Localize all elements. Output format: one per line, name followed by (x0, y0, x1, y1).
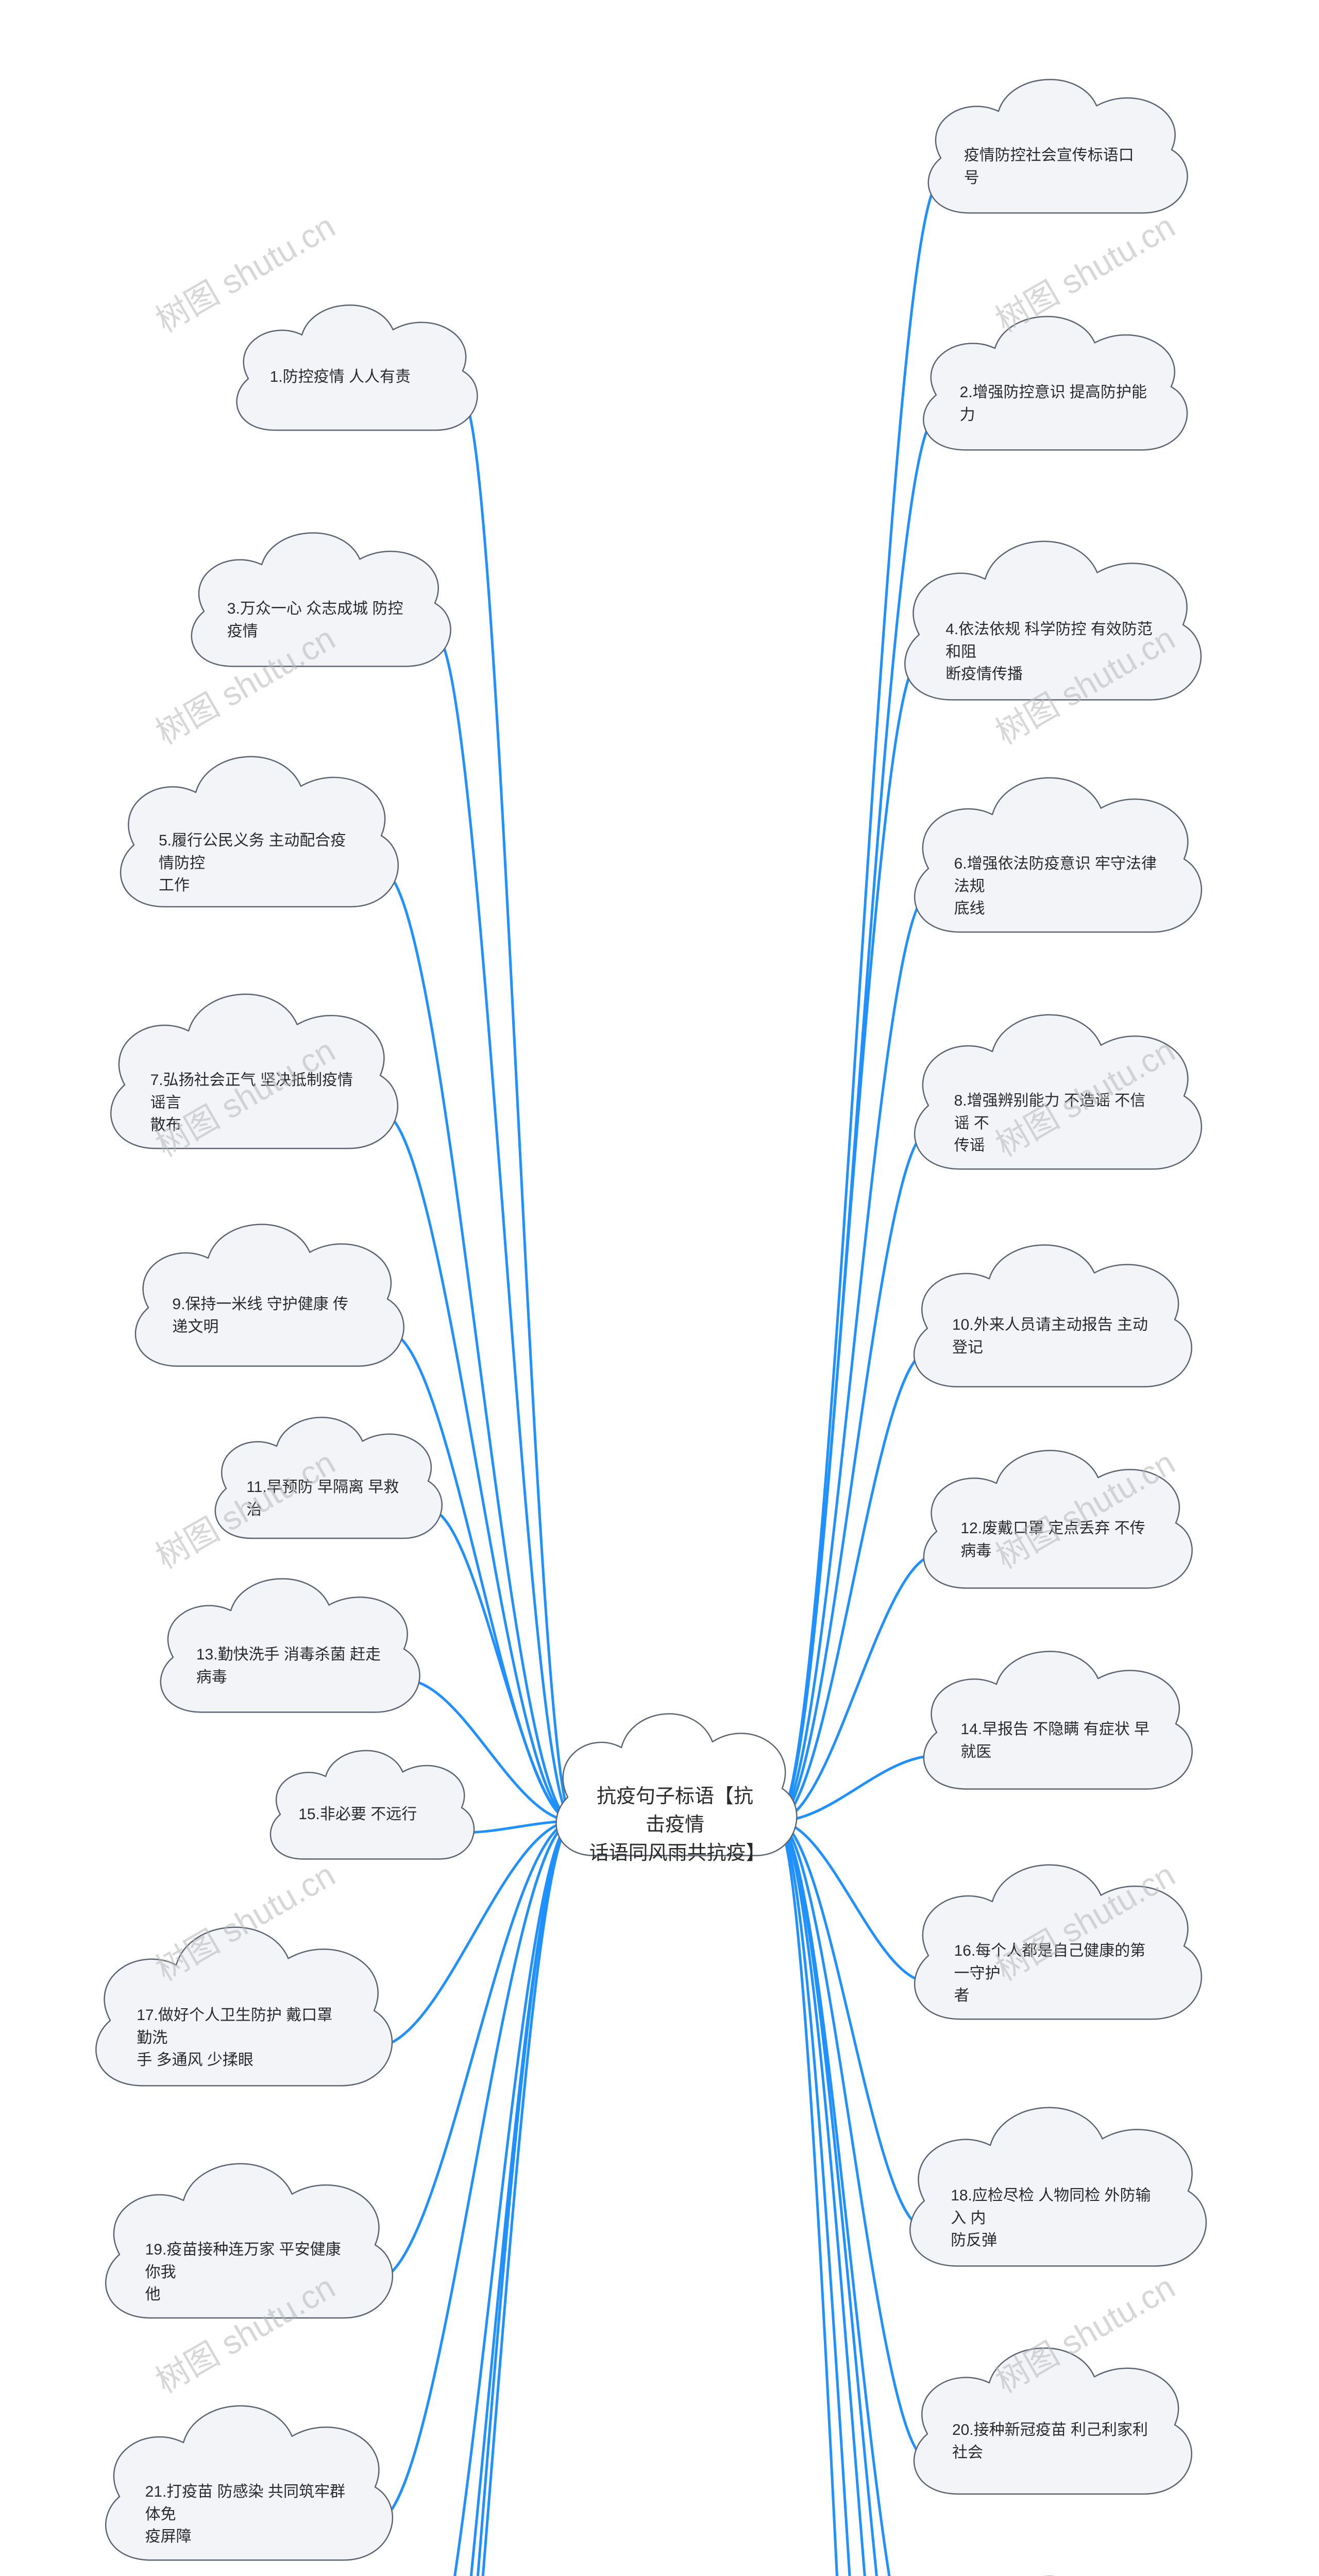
cloud-nH: 疫情防控社会宣传标语口号 (912, 62, 1200, 227)
cloud-shape (103, 737, 412, 922)
edge (435, 634, 573, 1821)
cloud-n7: 7.弘扬社会正气 坚决抵制疫情谣言 散布 (93, 974, 412, 1164)
cloud-n5: 5.履行公民义务 主动配合疫情防控 工作 (103, 737, 412, 922)
cloud-n18: 18.应检尽检 人物同检 外防输入 内 防反弹 (891, 2087, 1221, 2282)
cloud-shape (119, 1206, 417, 1381)
cloud-shape (907, 1432, 1206, 1602)
cloud-shape (907, 299, 1200, 464)
cloud-n2: 2.增强防控意识 提高防护能力 (907, 299, 1200, 464)
cloud-shape (891, 2555, 1221, 2576)
cloud-n19: 19.疫苗接种连万家 平安健康你我 他 (88, 2143, 407, 2334)
cloud-n4: 4.依法依规 科学防控 有效防范和阻 断疫情传播 (886, 520, 1216, 716)
cloud-n8: 8.增强辨别能力 不造谣 不信谣 不 传谣 (897, 994, 1216, 1185)
cloud-shape (891, 2087, 1221, 2282)
cloud-shape (93, 974, 412, 1164)
cloud-root: 抗疫句子标语【抗击疫情 话语同风雨共抗疫】 (541, 1695, 809, 1870)
cloud-shape (907, 1633, 1206, 1803)
cloud-n3: 3.万众一心 众志成城 防控疫情 (175, 515, 464, 680)
edge (463, 400, 573, 1821)
cloud-shape (88, 2385, 407, 2576)
cloud-n10: 10.外来人员请主动报告 主动登记 (897, 1226, 1206, 1401)
cloud-n16: 16.每个人都是自己健康的第一守护 者 (897, 1844, 1216, 2035)
cloud-n20: 20.接种新冠疫苗 利己利家利社会 (897, 2329, 1206, 2509)
cloud-n9: 9.保持一米线 守护健康 传递文明 (119, 1206, 417, 1381)
cloud-shape (897, 1844, 1216, 2035)
cloud-shape (144, 1561, 433, 1726)
cloud-n1: 1.防控疫情 人人有责 (222, 289, 489, 443)
cloud-shape (88, 2143, 407, 2334)
cloud-n14: 14.早报告 不隐瞒 有症状 早就医 (907, 1633, 1206, 1803)
cloud-shape (175, 515, 464, 680)
cloud-shape (912, 62, 1200, 227)
cloud-shape (897, 1226, 1206, 1401)
cloud-n6: 6.增强依法防疫意识 牢守法律法规 底线 (897, 757, 1216, 948)
cloud-shape (897, 2329, 1206, 2509)
cloud-n12: 12.废戴口罩 定点丢弃 不传病毒 (907, 1432, 1206, 1602)
cloud-shape (897, 994, 1216, 1185)
cloud-shape (897, 757, 1216, 948)
cloud-shape (222, 289, 489, 443)
cloud-n22: 22.积极配合疫苗接种 建立群防群 控坚固防线 (891, 2555, 1221, 2576)
cloud-shape (77, 1906, 407, 2102)
cloud-n21: 21.打疫苗 防感染 共同筑牢群体免 疫屏障 (88, 2385, 407, 2576)
cloud-shape (258, 1736, 484, 1870)
cloud-n11: 11.早预防 早隔离 早救治 (201, 1401, 453, 1551)
cloud-shape (541, 1695, 809, 1870)
cloud-shape (201, 1401, 453, 1551)
cloud-n13: 13.勤快洗手 消毒杀菌 赶走病毒 (144, 1561, 433, 1726)
cloud-n15: 15.非必要 不远行 (258, 1736, 484, 1870)
cloud-n17: 17.做好个人卫生防护 戴口罩 勤洗 手 多通风 少揉眼 (77, 1906, 407, 2102)
cloud-shape (886, 520, 1216, 716)
